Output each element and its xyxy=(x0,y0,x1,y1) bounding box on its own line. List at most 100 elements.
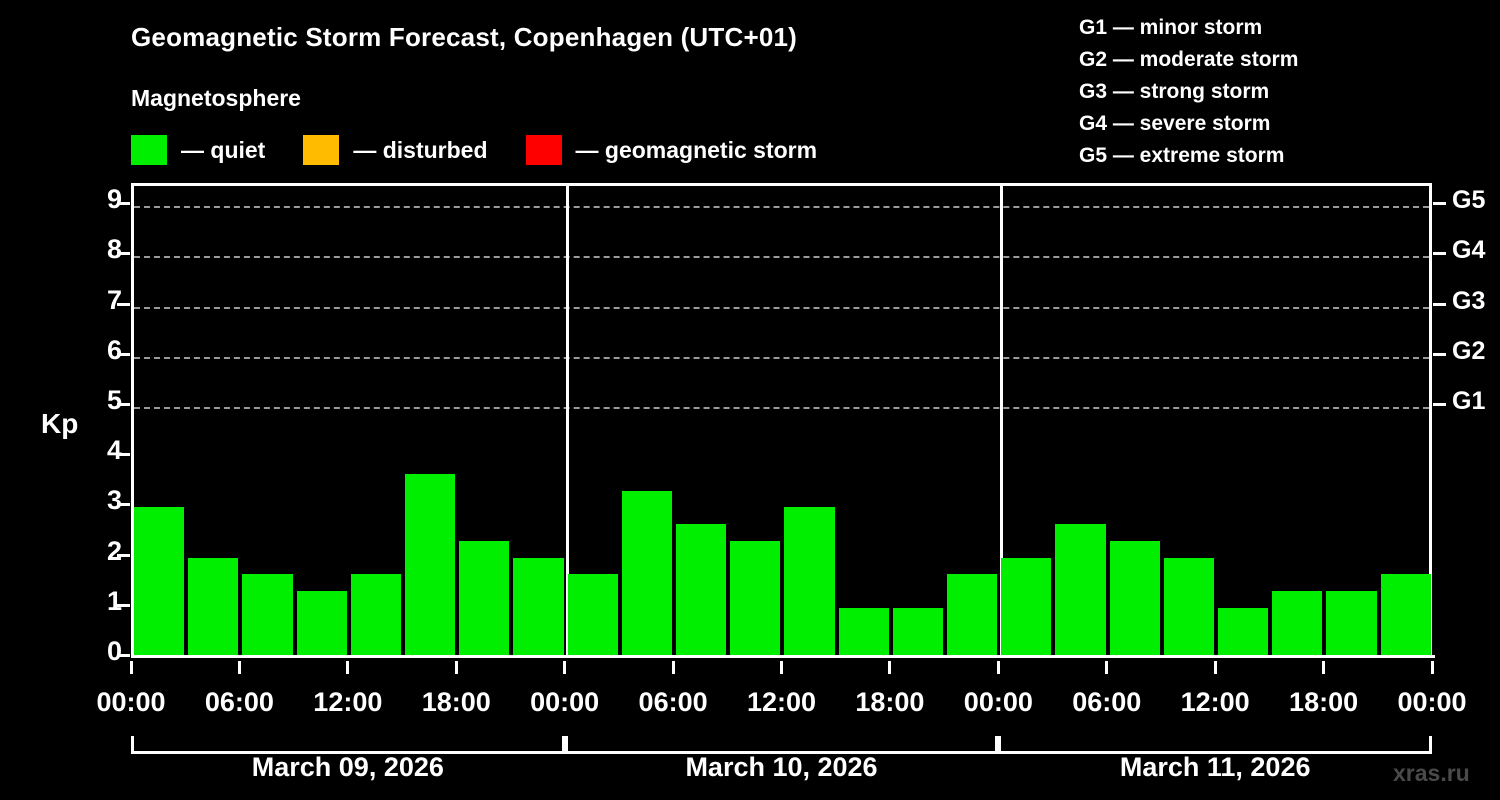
y-tick-label-6: 6 xyxy=(106,334,122,365)
legend-label-quiet: — quiet xyxy=(181,136,266,163)
g-scale-row-1: G1 — minor storm xyxy=(1079,16,1263,39)
x-tick-mark-3 xyxy=(454,661,458,674)
gridline-kp-7 xyxy=(134,306,1429,309)
day-separator-1 xyxy=(566,186,570,658)
y-tick-label-5: 5 xyxy=(106,384,122,415)
y-tick-mark-1 xyxy=(117,603,130,607)
bar-10 xyxy=(621,490,673,658)
x-axis-line xyxy=(131,655,1435,658)
bar-20 xyxy=(1163,557,1215,658)
x-tick-label-5: 06:00 xyxy=(638,687,708,717)
y-tick-mark-6 xyxy=(117,352,130,356)
legend-item-quiet: — quiet xyxy=(131,135,265,165)
day-bracket-2 xyxy=(564,736,999,754)
x-tick-label-2: 12:00 xyxy=(313,687,383,717)
bar-12 xyxy=(730,541,781,658)
g-tick-mark-G3 xyxy=(1433,302,1446,306)
y-tick-label-1: 1 xyxy=(106,585,122,616)
gridline-kp-5 xyxy=(134,406,1429,409)
x-tick-label-4: 00:00 xyxy=(530,687,600,717)
x-tick-label-8: 00:00 xyxy=(963,687,1033,717)
y-tick-label-0: 0 xyxy=(106,636,122,666)
g-scale-row-5: G5 — extreme storm xyxy=(1079,144,1285,167)
x-tick-label-1: 06:00 xyxy=(204,687,274,717)
day-bracket-1 xyxy=(131,736,565,754)
bar-18 xyxy=(1055,523,1106,658)
bar-8 xyxy=(513,557,564,658)
y-tick-mark-2 xyxy=(117,553,130,557)
x-tick-mark-1 xyxy=(237,661,241,674)
day-separator-2 xyxy=(999,186,1003,658)
g-tick-mark-G4 xyxy=(1433,252,1446,256)
y-tick-label-7: 7 xyxy=(106,284,122,315)
x-tick-mark-9 xyxy=(1105,661,1109,674)
bar-4 xyxy=(296,591,347,658)
x-tick-label-10: 12:00 xyxy=(1180,687,1250,717)
y-tick-label-2: 2 xyxy=(106,535,122,566)
g-axis-label-G2: G2 xyxy=(1452,336,1486,365)
g-axis-label-G3: G3 xyxy=(1452,286,1486,315)
bar-19 xyxy=(1109,541,1160,658)
gridline-kp-8 xyxy=(134,256,1429,259)
y-tick-mark-9 xyxy=(117,202,130,206)
x-tick-label-9: 06:00 xyxy=(1072,687,1142,717)
g-scale-row-3: G3 — strong storm xyxy=(1079,80,1270,103)
subtitle-magnetosphere: Magnetosphere xyxy=(131,85,301,111)
x-tick-mark-4 xyxy=(563,661,567,674)
bar-24 xyxy=(1380,574,1431,658)
g-scale-row-4: G4 — severe storm xyxy=(1079,112,1271,135)
x-tick-mark-11 xyxy=(1322,661,1326,674)
bar-9 xyxy=(567,574,618,658)
y-tick-mark-3 xyxy=(117,503,130,507)
x-tick-label-7: 18:00 xyxy=(855,687,925,717)
x-tick-label-11: 18:00 xyxy=(1289,687,1359,717)
bar-16 xyxy=(947,574,998,658)
gridline-kp-9 xyxy=(134,206,1429,209)
plot-area xyxy=(131,183,1432,658)
legend: — quiet — disturbed — geomagnetic storm xyxy=(131,133,855,167)
x-tick-mark-0 xyxy=(129,661,133,674)
y-tick-label-8: 8 xyxy=(106,234,122,265)
y-tick-mark-4 xyxy=(117,453,130,457)
y-tick-label-3: 3 xyxy=(106,485,122,516)
g-axis-label-G5: G5 xyxy=(1452,186,1486,215)
x-tick-mark-12 xyxy=(1430,661,1434,674)
legend-label-storm: — geomagnetic storm xyxy=(575,136,818,163)
x-tick-mark-8 xyxy=(996,661,1000,674)
day-label-2: March 10, 2026 xyxy=(685,752,878,782)
bar-1 xyxy=(134,507,185,658)
bar-15 xyxy=(892,607,944,658)
bar-21 xyxy=(1218,607,1269,658)
bar-14 xyxy=(838,607,889,658)
x-tick-label-3: 18:00 xyxy=(421,687,491,717)
bar-13 xyxy=(784,507,835,658)
bar-11 xyxy=(676,523,727,658)
day-bracket-3 xyxy=(998,736,1432,754)
g-axis-label-G4: G4 xyxy=(1452,236,1486,265)
x-tick-label-6: 12:00 xyxy=(746,687,817,717)
legend-swatch-storm xyxy=(525,135,562,165)
y-tick-mark-0 xyxy=(117,654,130,657)
legend-swatch-quiet xyxy=(131,135,167,165)
x-tick-mark-6 xyxy=(780,661,783,674)
bar-7 xyxy=(459,541,510,658)
g-scale-row-2: G2 — moderate storm xyxy=(1079,48,1299,71)
y-tick-mark-5 xyxy=(117,402,130,406)
day-label-1: March 09, 2026 xyxy=(251,752,444,782)
y-tick-label-4: 4 xyxy=(106,435,122,466)
legend-item-disturbed: — disturbed xyxy=(303,135,488,165)
x-tick-label-0: 00:00 xyxy=(96,687,166,717)
gridline-kp-6 xyxy=(134,356,1429,359)
g-tick-mark-G1 xyxy=(1433,402,1446,406)
y-axis-label: Kp xyxy=(41,408,79,439)
legend-label-disturbed: — disturbed xyxy=(353,136,488,163)
x-tick-label-12: 00:00 xyxy=(1397,687,1467,717)
day-label-3: March 11, 2026 xyxy=(1119,752,1311,782)
y-tick-label-9: 9 xyxy=(106,184,122,215)
x-tick-mark-5 xyxy=(671,661,675,674)
bar-2 xyxy=(188,557,239,658)
bar-22 xyxy=(1272,591,1323,658)
y-tick-mark-7 xyxy=(117,302,130,306)
bar-series xyxy=(134,186,1431,658)
